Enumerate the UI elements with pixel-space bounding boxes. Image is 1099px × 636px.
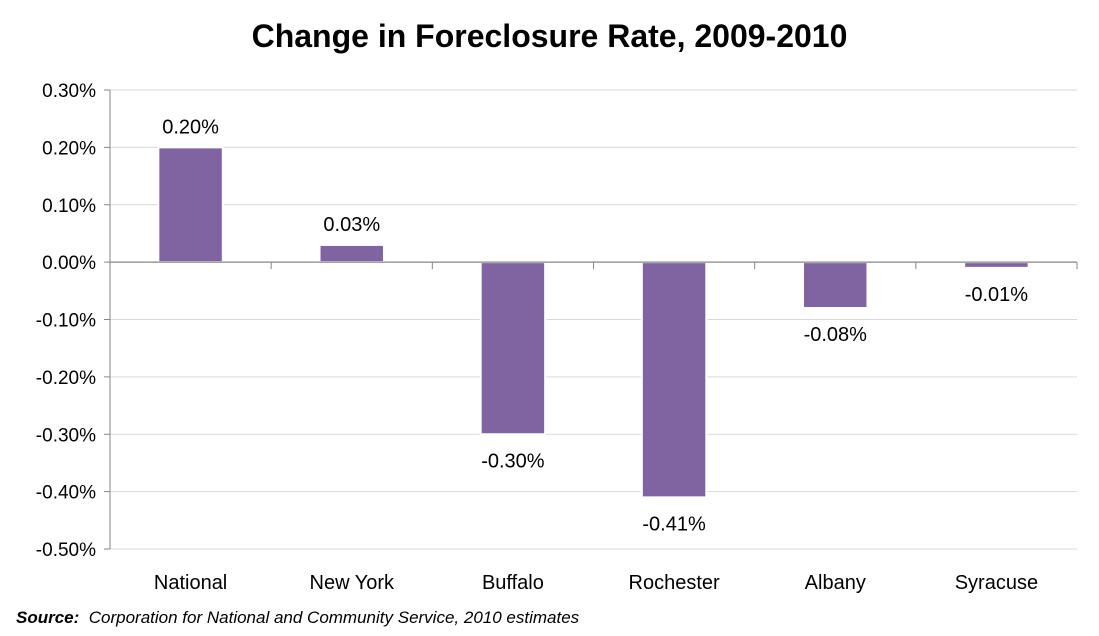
source-note: Source: Corporation for National and Com… — [16, 608, 579, 628]
data-label: -0.08% — [804, 324, 868, 346]
y-tick-label: -0.50% — [36, 540, 96, 561]
data-label: 0.03% — [323, 214, 380, 236]
bar — [963, 261, 1030, 269]
category-label: Albany — [805, 572, 866, 594]
bar-chart: 0.30% 0.20% 0.10% 0.00% -0.10% -0.20% -0.30% -0… — [36, 81, 1078, 594]
chart-title: Change in Foreclosure Rate, 2009-2010 — [251, 18, 848, 54]
y-tick-label: -0.40% — [36, 483, 96, 504]
axes — [104, 89, 1078, 550]
category-label: New York — [310, 572, 395, 594]
source-label: Source: — [16, 608, 80, 627]
y-tick-label: 0.00% — [42, 253, 96, 274]
y-tick-label: -0.30% — [36, 425, 96, 446]
bar — [479, 261, 547, 436]
y-tick-labels: 0.30% 0.20% 0.10% 0.00% -0.10% -0.20% -0.30% -0… — [36, 81, 96, 561]
bar — [318, 243, 385, 264]
source-text: Corporation for National and Community S… — [88, 608, 580, 627]
data-labels: 0.20% 0.03% -0.30% -0.41% -0.08% -0.01% — [162, 116, 1028, 535]
bar — [640, 261, 708, 499]
y-tick-label: 0.20% — [42, 138, 96, 159]
category-labels: National New York Buffalo Rochester Albany Sy… — [154, 572, 1038, 594]
bar — [802, 261, 869, 310]
y-tick-label: -0.10% — [36, 311, 96, 332]
y-tick-label: -0.20% — [36, 368, 96, 389]
category-label: Syracuse — [955, 572, 1038, 594]
y-tick-label: 0.30% — [42, 81, 96, 102]
y-tick-label: 0.10% — [42, 196, 96, 217]
data-label: -0.30% — [481, 450, 545, 472]
category-label: Buffalo — [482, 572, 544, 594]
bar — [157, 146, 224, 264]
data-label: 0.20% — [162, 116, 219, 138]
category-label: Rochester — [629, 572, 720, 594]
category-label: National — [154, 572, 227, 594]
data-label: -0.41% — [642, 513, 706, 535]
gridlines — [110, 89, 1077, 550]
data-label: -0.01% — [965, 284, 1029, 306]
bars — [157, 146, 1030, 499]
